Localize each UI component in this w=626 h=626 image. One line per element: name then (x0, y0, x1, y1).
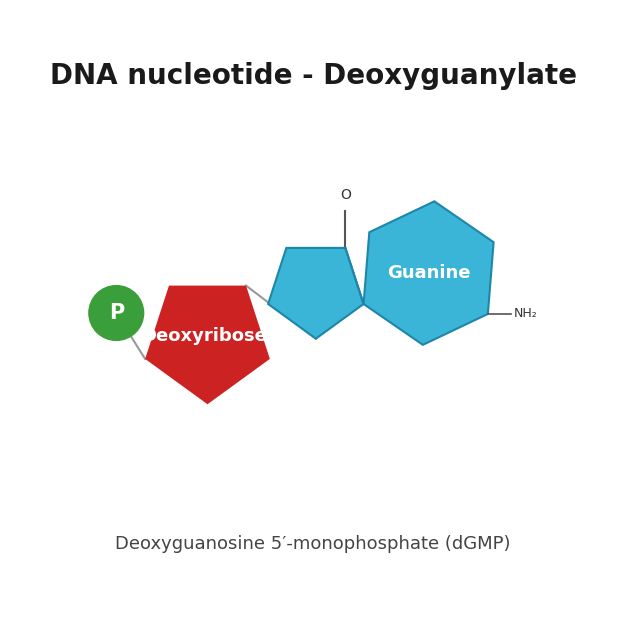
Text: O: O (340, 188, 351, 202)
Text: NH₂: NH₂ (513, 307, 537, 321)
Polygon shape (364, 202, 494, 345)
Text: Guanine: Guanine (387, 264, 470, 282)
Polygon shape (268, 248, 364, 339)
Text: DNA nucleotide - Deoxyguanylate: DNA nucleotide - Deoxyguanylate (49, 63, 577, 90)
Polygon shape (145, 285, 270, 404)
Text: Deoxyribose: Deoxyribose (141, 327, 267, 345)
Text: Deoxyguanosine 5′-monophosphate (dGMP): Deoxyguanosine 5′-monophosphate (dGMP) (115, 535, 511, 553)
Text: P: P (109, 303, 124, 323)
Circle shape (89, 285, 143, 341)
